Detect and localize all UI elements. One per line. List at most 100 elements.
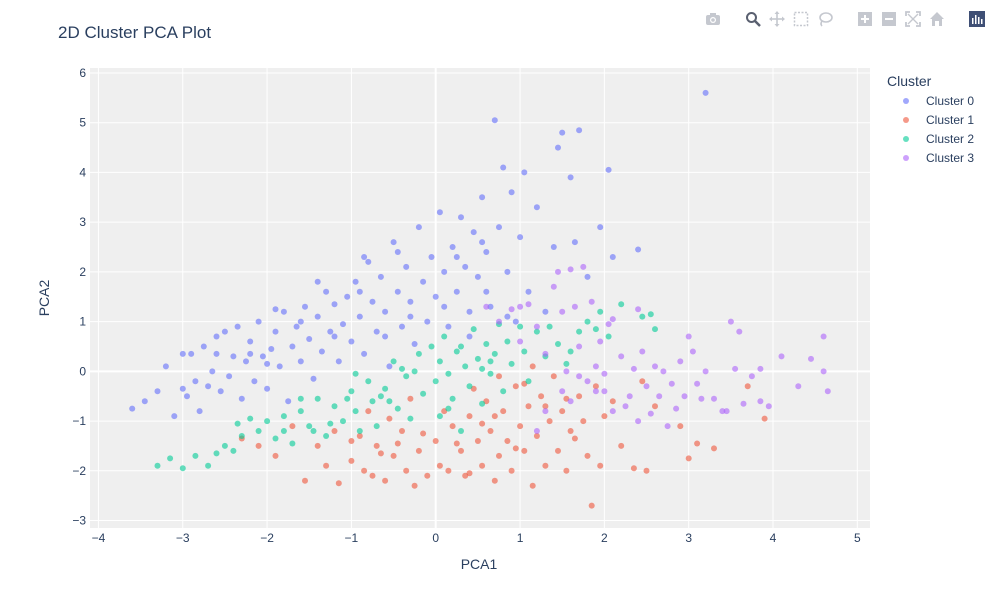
data-point: [639, 348, 646, 355]
legend-label: Cluster 1: [926, 113, 974, 127]
data-point: [496, 452, 502, 459]
zoom-out-icon[interactable]: [880, 10, 898, 28]
data-point: [289, 440, 296, 447]
data-point: [205, 462, 212, 469]
data-point: [243, 358, 249, 365]
x-tick-label: 4: [770, 531, 777, 545]
data-point: [635, 246, 642, 253]
reset-axes-icon[interactable]: [928, 10, 946, 28]
chart-title: 2D Cluster PCA Plot: [58, 23, 211, 42]
legend-item-2[interactable]: Cluster 2: [903, 132, 974, 146]
data-point: [407, 415, 414, 422]
lasso-select-icon[interactable]: [816, 10, 834, 28]
data-point: [466, 308, 473, 315]
box-select-icon[interactable]: [792, 10, 810, 28]
data-point: [335, 358, 342, 365]
data-point: [171, 413, 178, 420]
data-point: [221, 328, 228, 335]
data-point: [348, 388, 355, 395]
data-point: [542, 462, 549, 469]
data-point: [247, 338, 254, 345]
data-point: [348, 438, 355, 444]
data-point: [407, 395, 414, 402]
data-point: [479, 400, 486, 407]
data-point: [605, 333, 612, 340]
data-point: [432, 293, 439, 300]
data-point: [639, 378, 646, 385]
zoom-in-icon[interactable]: [856, 10, 874, 28]
data-point: [348, 457, 355, 464]
data-point: [483, 288, 490, 295]
legend-item-0[interactable]: Cluster 0: [903, 94, 974, 108]
data-point: [411, 341, 418, 347]
data-points: [129, 89, 831, 509]
data-point: [306, 336, 313, 342]
data-point: [584, 378, 591, 385]
data-point: [512, 445, 519, 452]
data-point: [280, 413, 287, 420]
data-point: [567, 266, 574, 273]
data-point: [318, 348, 325, 355]
pan-icon[interactable]: [768, 10, 786, 28]
legend-label: Cluster 0: [926, 94, 974, 108]
data-point: [297, 318, 304, 325]
data-point: [192, 452, 199, 459]
data-point: [272, 435, 279, 442]
data-point: [251, 378, 258, 385]
data-point: [559, 388, 566, 395]
data-point: [453, 288, 460, 295]
data-point: [538, 393, 545, 400]
data-point: [432, 438, 439, 444]
data-point: [521, 447, 528, 454]
legend-item-3[interactable]: Cluster 3: [903, 151, 974, 165]
data-point: [483, 249, 490, 255]
data-point: [314, 278, 321, 285]
x-tick-label: −2: [260, 531, 274, 545]
data-point: [576, 373, 583, 380]
data-point: [289, 343, 296, 350]
data-point: [436, 462, 443, 469]
data-point: [217, 388, 224, 395]
x-axis-title: PCA1: [461, 556, 498, 572]
autoscale-icon[interactable]: [904, 10, 922, 28]
data-point: [415, 447, 422, 454]
data-point: [221, 442, 228, 449]
data-point: [179, 385, 186, 392]
data-point: [630, 465, 637, 472]
data-point: [458, 343, 464, 350]
y-tick-label: 1: [79, 315, 86, 329]
data-point: [264, 385, 271, 392]
data-point: [361, 350, 368, 357]
data-point: [382, 385, 389, 392]
data-point: [563, 368, 570, 375]
data-point: [504, 268, 511, 275]
plotly-logo-icon[interactable]: [968, 10, 986, 28]
data-point: [487, 428, 494, 434]
data-point: [479, 420, 486, 427]
data-point: [824, 388, 831, 395]
data-point: [512, 383, 519, 390]
data-point: [550, 373, 557, 380]
data-point: [436, 358, 443, 365]
data-point: [542, 350, 549, 357]
data-point: [280, 308, 287, 315]
data-point: [487, 358, 494, 365]
data-point: [727, 318, 734, 325]
camera-icon[interactable]: [704, 10, 722, 28]
data-point: [643, 383, 650, 390]
data-point: [369, 298, 376, 305]
data-point: [601, 413, 608, 420]
y-tick-label: −1: [72, 414, 86, 428]
data-point: [331, 428, 338, 434]
zoom-icon[interactable]: [744, 10, 762, 28]
data-point: [584, 318, 591, 325]
data-point: [192, 378, 199, 385]
data-point: [555, 447, 561, 454]
legend-item-1[interactable]: Cluster 1: [903, 113, 974, 127]
data-point: [618, 353, 625, 360]
data-point: [453, 254, 460, 260]
data-point: [584, 452, 591, 459]
data-point: [820, 368, 827, 375]
data-point: [415, 224, 422, 231]
data-point: [652, 363, 658, 370]
